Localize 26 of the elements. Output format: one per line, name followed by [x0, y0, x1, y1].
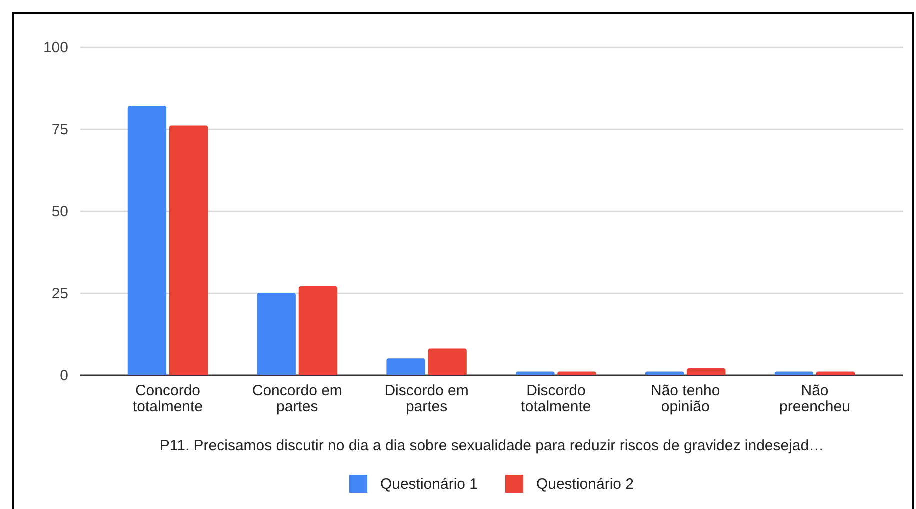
x-tick-label: Discordo totalmente: [521, 382, 592, 416]
x-tick-label: Não preencheu: [780, 382, 850, 416]
legend-label: Questionário 2: [536, 476, 634, 493]
bar: [774, 372, 814, 375]
x-tick-label: Discordo em partes: [384, 382, 469, 416]
y-tick-label: 25: [52, 286, 68, 302]
bar: [169, 126, 208, 375]
y-tick-label: 50: [52, 204, 68, 220]
bar: [645, 372, 684, 375]
bar: [298, 286, 338, 375]
x-tick-label: Não tenho opinião: [650, 382, 720, 416]
bar: [558, 372, 596, 375]
bar: [816, 372, 856, 375]
bar: [687, 368, 726, 375]
bar: [428, 348, 467, 375]
y-tick-label: 100: [43, 40, 68, 56]
y-tick-label: 75: [52, 122, 68, 138]
bar: [516, 372, 555, 375]
x-tick-label: Concordo em partes: [252, 382, 342, 416]
y-tick-label: 0: [60, 368, 68, 384]
x-tick-label: Concordo totalmente: [132, 382, 204, 416]
bar: [128, 106, 167, 375]
legend-label: Questionário 1: [380, 476, 478, 493]
bar: [386, 358, 426, 375]
bar: [257, 293, 296, 375]
x-axis-title: P11. Precisamos discutir no dia a dia sobre sexualidade para reduzir riscos de gravidez indesejad…: [160, 438, 824, 454]
